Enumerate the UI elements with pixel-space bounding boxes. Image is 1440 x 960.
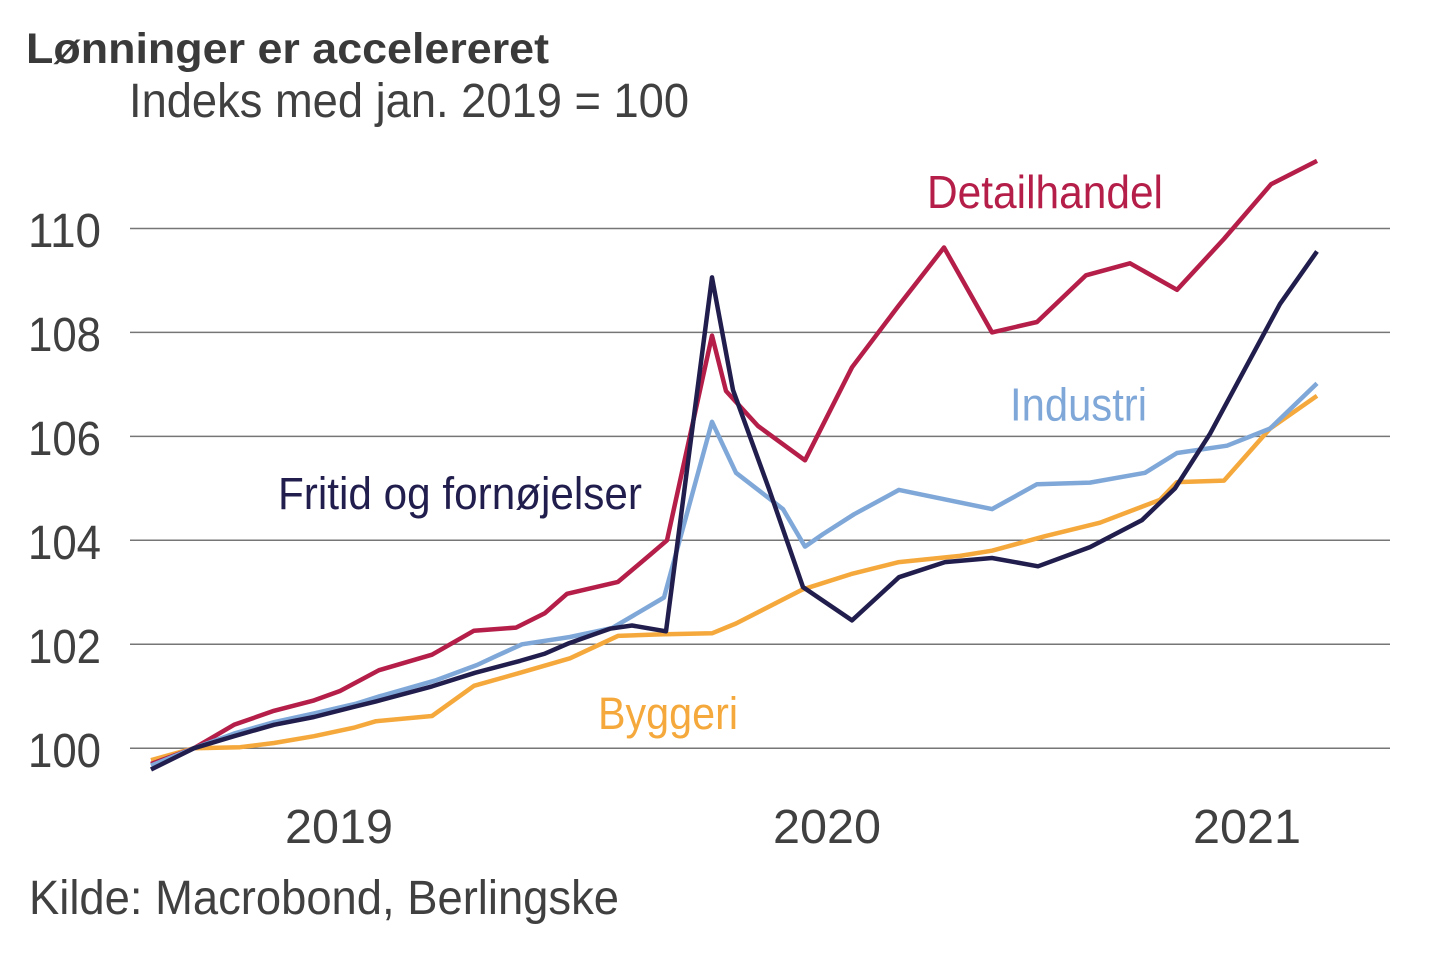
svg-text:Indeks med jan. 2019 = 100: Indeks med jan. 2019 = 100 (129, 75, 689, 128)
svg-text:110: 110 (28, 205, 101, 258)
svg-text:Kilde: Macrobond, Berlingske: Kilde: Macrobond, Berlingske (29, 872, 619, 925)
svg-text:Lønninger er accelereret: Lønninger er accelereret (26, 25, 549, 73)
svg-text:2020: 2020 (773, 801, 881, 854)
svg-text:106: 106 (28, 413, 101, 466)
svg-text:2021: 2021 (1193, 801, 1301, 854)
svg-text:Byggeri: Byggeri (598, 688, 738, 739)
svg-text:Detailhandel: Detailhandel (927, 166, 1163, 218)
svg-text:104: 104 (28, 517, 101, 570)
svg-text:2019: 2019 (285, 801, 393, 854)
svg-text:108: 108 (28, 309, 101, 362)
svg-text:Fritid og fornøjelser: Fritid og fornøjelser (278, 468, 642, 519)
svg-text:Industri: Industri (1010, 379, 1147, 431)
svg-text:102: 102 (28, 621, 101, 674)
svg-text:100: 100 (28, 725, 101, 778)
